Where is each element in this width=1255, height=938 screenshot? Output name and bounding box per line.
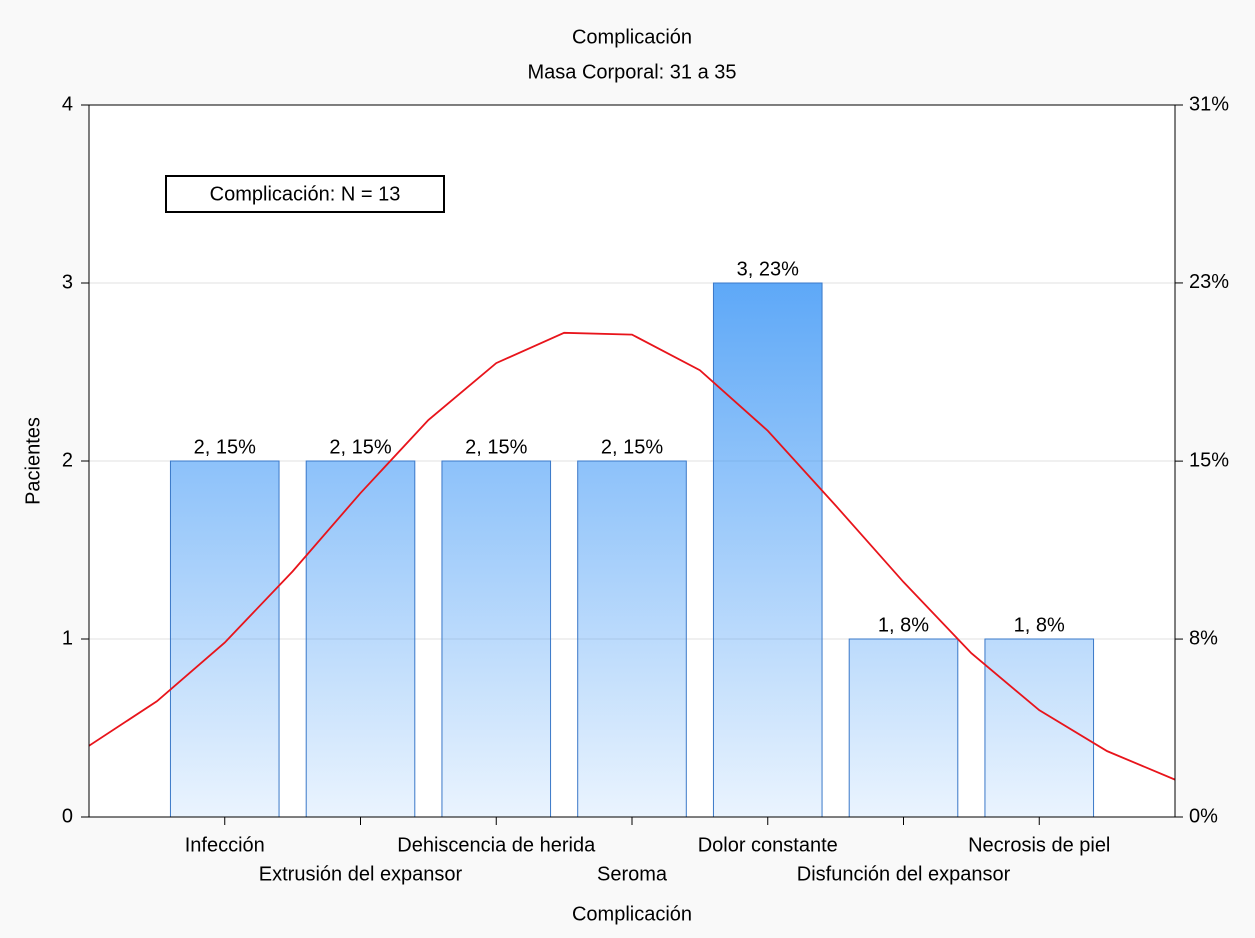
y-axis-label: Pacientes — [22, 417, 44, 505]
y-tick-label: 0 — [62, 805, 73, 827]
plot-frame — [88, 104, 1176, 818]
y-tick-label: 4 — [62, 93, 73, 115]
x-tick-label: Necrosis de piel — [968, 834, 1110, 856]
x-tick-label: Dolor constante — [698, 834, 838, 856]
y2-tick-label: 23% — [1189, 271, 1229, 293]
x-tick-label: Infección — [185, 834, 265, 856]
bar — [577, 460, 687, 818]
y2-tick-label: 31% — [1189, 93, 1229, 115]
value-label: 2, 15% — [601, 436, 663, 458]
y-tick-label: 3 — [62, 271, 73, 293]
annotation-box — [165, 175, 445, 213]
value-label: 2, 15% — [465, 436, 527, 458]
annotation: Complicación: N = 13 — [210, 183, 401, 205]
value-label: 1, 8% — [1014, 614, 1065, 636]
value-label: 2, 15% — [194, 436, 256, 458]
x-tick-label: Disfunción del expansor — [797, 863, 1011, 885]
y2-tick-label: 15% — [1189, 449, 1229, 471]
y2-tick-label: 0% — [1189, 805, 1218, 827]
y-tick-label: 1 — [62, 627, 73, 649]
x-tick-label: Dehiscencia de herida — [397, 834, 596, 856]
x-axis-label: Complicación — [572, 903, 692, 925]
value-label: 2, 15% — [329, 436, 391, 458]
bar — [984, 638, 1095, 818]
bar — [712, 282, 823, 818]
bar — [441, 460, 552, 818]
bar — [305, 460, 416, 818]
y-tick-label: 2 — [62, 449, 73, 471]
bar — [169, 460, 280, 818]
chart-title: Complicación — [572, 26, 692, 48]
value-label: 3, 23% — [737, 258, 799, 280]
bar — [848, 638, 959, 818]
fit-curve — [89, 331, 1175, 781]
y2-tick-label: 8% — [1189, 627, 1218, 649]
chart-subtitle: Masa Corporal: 31 a 35 — [527, 61, 736, 83]
x-tick-label: Extrusión del expansor — [259, 863, 463, 885]
value-label: 1, 8% — [878, 614, 929, 636]
x-tick-label: Seroma — [597, 863, 668, 885]
